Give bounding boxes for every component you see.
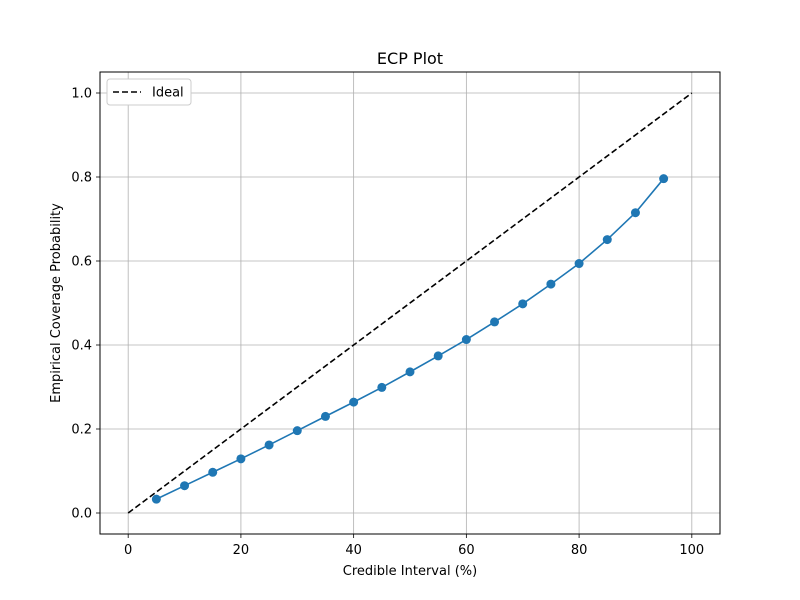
ecp-point — [518, 299, 528, 309]
ecp-point — [461, 335, 471, 345]
ecp-point — [630, 208, 640, 218]
y-tick-label: 1.0 — [71, 87, 92, 102]
chart-title: ECP Plot — [377, 49, 443, 68]
legend-box — [106, 78, 192, 106]
ecp-point — [602, 235, 612, 245]
x-tick-label: 20 — [233, 543, 250, 558]
x-tick-label: 100 — [679, 543, 704, 558]
y-axis-label: Empirical Coverage Probability — [49, 203, 64, 403]
ecp-point — [151, 494, 161, 504]
x-tick-label: 60 — [458, 543, 475, 558]
ecp-point — [377, 382, 387, 392]
x-tick-label: 40 — [345, 543, 362, 558]
y-tick-label: 0.8 — [71, 171, 92, 186]
plot-frame — [99, 71, 721, 535]
y-tick-label: 0.6 — [71, 255, 92, 270]
ecp-point — [292, 426, 302, 436]
ecp-point — [433, 351, 443, 361]
ecp-point — [320, 411, 330, 421]
legend-ideal-label: Ideal — [152, 86, 184, 101]
ecp-point — [574, 259, 584, 269]
ecp-point — [349, 397, 359, 407]
ecp-point — [180, 481, 190, 491]
ecp-point — [490, 317, 500, 327]
ecp-point — [405, 367, 415, 377]
ecp-point — [659, 174, 669, 184]
ecp-point — [546, 279, 556, 289]
x-tick-label: 0 — [124, 543, 132, 558]
y-tick-label: 0.4 — [71, 339, 92, 354]
ticks: 0 20 40 60 80 100 0.0 0.2 0.4 0.6 0.8 1.0 — [71, 87, 704, 559]
ecp-point — [264, 440, 274, 450]
y-tick-label: 0.2 — [71, 423, 92, 438]
y-tick-label: 0.0 — [71, 507, 92, 522]
grid — [100, 72, 720, 534]
ecp-point — [236, 454, 246, 464]
x-tick-label: 80 — [571, 543, 588, 558]
series-layer — [127, 92, 693, 514]
legend: Ideal — [106, 78, 192, 106]
ecp-point — [208, 467, 218, 477]
x-axis-label: Credible Interval (%) — [343, 564, 477, 579]
ideal-line — [127, 92, 693, 514]
